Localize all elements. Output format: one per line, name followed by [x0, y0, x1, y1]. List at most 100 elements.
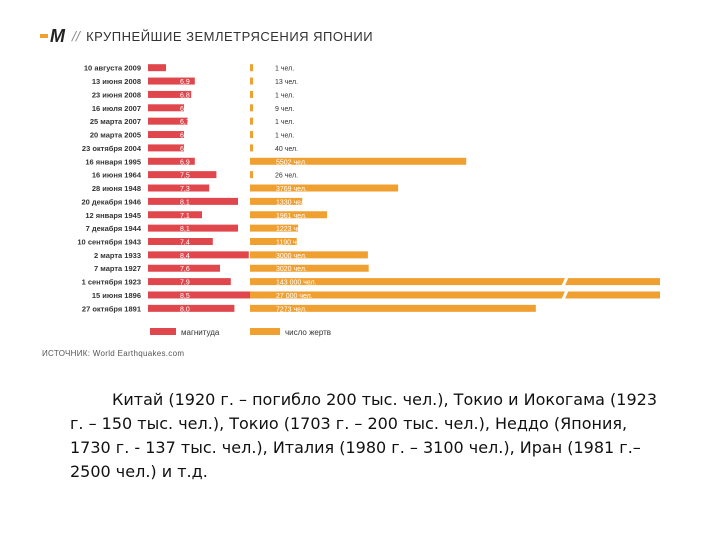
magnitude-bar: [148, 117, 188, 125]
magnitude-label: 7,3: [180, 186, 190, 193]
magnitude-label: 7,5: [180, 173, 190, 180]
deaths-label: 7273 чел.: [276, 306, 307, 313]
magnitude-label: 6,8: [180, 92, 190, 99]
deaths-label: 1 чел.: [275, 92, 294, 99]
deaths-label: 27 000 чел.: [276, 293, 313, 300]
magnitude-bar: [148, 224, 238, 232]
legend-deaths-swatch: [250, 328, 280, 335]
body-paragraph: Китай (1920 г. – погибло 200 тыс. чел.),…: [70, 390, 657, 481]
legend-deaths-label: число жертв: [285, 328, 331, 337]
deaths-bar: [250, 251, 368, 259]
category-label: 27 октября 1891: [82, 304, 141, 313]
deaths-label: 9 чел.: [275, 106, 294, 113]
magnitude-bar: [148, 157, 195, 165]
category-label: 16 июня 1964: [92, 171, 142, 180]
category-label: 15 июня 1896: [92, 291, 141, 300]
magnitude-label: 7,6: [180, 266, 190, 273]
magnitude-label: 8,1: [180, 199, 190, 206]
deaths-bar: [250, 77, 253, 85]
deaths-label: 1223 чел.: [276, 226, 307, 233]
category-label: 7 марта 1927: [94, 264, 141, 273]
magnitude-bar: [148, 171, 217, 179]
category-label: 13 июня 2008: [92, 77, 141, 86]
magnitude-label: 6,6: [180, 146, 190, 153]
deaths-label: 1 чел.: [275, 119, 294, 126]
deaths-label: 3020 чел.: [276, 266, 307, 273]
deaths-bar: [250, 304, 536, 312]
magnitude-bar: [148, 237, 213, 245]
category-label: 12 января 1945: [85, 211, 141, 220]
deaths-label: 1 чел.: [275, 66, 294, 73]
deaths-bar: [250, 104, 253, 112]
magnitude-label: 6,6: [180, 133, 190, 140]
category-label: 20 декабря 1946: [81, 197, 141, 206]
magnitude-bar: [148, 131, 184, 139]
magnitude-bar: [148, 184, 210, 192]
category-label: 25 марта 2007: [90, 117, 141, 126]
chart-title: КРУПНЕЙШИЕ ЗЕМЛЕТРЯСЕНИЯ ЯПОНИИ: [86, 28, 374, 44]
deaths-bar: [250, 264, 369, 272]
title-separator: //: [72, 29, 81, 43]
deaths-bar: [250, 197, 303, 205]
deaths-label: 13 чел.: [275, 79, 298, 86]
category-label: 20 марта 2005: [90, 131, 141, 140]
logo: M: [50, 25, 65, 46]
deaths-bar: [250, 117, 253, 125]
category-label: 10 сентября 1943: [77, 237, 141, 246]
logo-accent-bar: [40, 34, 48, 38]
deaths-bar: [250, 131, 253, 139]
deaths-bar: [250, 224, 299, 232]
category-label: 1 сентября 1923: [82, 278, 141, 287]
category-label: 16 июля 2007: [92, 104, 141, 113]
deaths-bar: [250, 144, 253, 152]
deaths-bar: [250, 157, 467, 165]
chart-header: M // КРУПНЕЙШИЕ ЗЕМЛЕТРЯСЕНИЯ ЯПОНИИ: [40, 25, 374, 46]
deaths-bar: [250, 184, 399, 192]
magnitude-bar: [148, 197, 238, 205]
magnitude-bar: [148, 144, 184, 152]
magnitude-label: 6,7: [180, 119, 190, 126]
deaths-label: 143 000 чел.: [276, 280, 317, 287]
category-label: 7 декабря 1944: [86, 224, 142, 233]
magnitude-label: 8,0: [180, 306, 190, 313]
magnitude-label: 7,4: [180, 239, 190, 246]
category-label: 23 октября 2004: [82, 144, 142, 153]
magnitude-bar: [148, 64, 166, 72]
deaths-bar: [250, 211, 328, 219]
deaths-bar: [250, 278, 660, 286]
deaths-label: 3769 чел.: [276, 186, 307, 193]
magnitude-label: 7,1: [180, 213, 190, 220]
category-label: 23 июня 2008: [92, 90, 141, 99]
magnitude-label: 8,5: [180, 293, 190, 300]
magnitude-label: 6,6: [180, 106, 190, 113]
deaths-bar: [250, 64, 253, 72]
axis-break-mark: [561, 276, 569, 287]
deaths-label: 1190 чел.: [276, 239, 306, 246]
category-label: 10 августа 2009: [84, 64, 141, 73]
magnitude-bar: [148, 90, 192, 98]
category-label: 16 января 1995: [85, 157, 141, 166]
magnitude-label: 7,9: [180, 280, 190, 287]
axis-break-mark: [561, 289, 569, 301]
legend-magnitude-label: магнитуда: [181, 328, 220, 337]
magnitude-label: 8,1: [180, 226, 190, 233]
magnitude-bar: [148, 104, 184, 112]
magnitude-label: 6,9: [180, 79, 190, 86]
deaths-label: 3000 чел.: [276, 253, 307, 260]
magnitude-bar: [148, 278, 231, 286]
deaths-bar: [250, 291, 660, 299]
deaths-bar: [250, 90, 253, 98]
magnitude-bar: [148, 77, 195, 85]
magnitude-label: 8,4: [180, 253, 190, 260]
deaths-label: 1 чел.: [275, 133, 294, 140]
deaths-label: 5502 чел.: [276, 159, 307, 166]
chart-source: ИСТОЧНИК: World Earthquakes.com: [42, 349, 185, 358]
deaths-label: 40 чел.: [275, 146, 298, 153]
category-label: 28 июня 1948: [92, 184, 141, 193]
magnitude-bar: [148, 211, 202, 219]
legend-magnitude-swatch: [150, 328, 176, 335]
deaths-bar: [250, 237, 297, 245]
magnitude-bar: [148, 251, 249, 259]
magnitude-bar: [148, 291, 253, 299]
deaths-label: 26 чел.: [275, 173, 298, 180]
